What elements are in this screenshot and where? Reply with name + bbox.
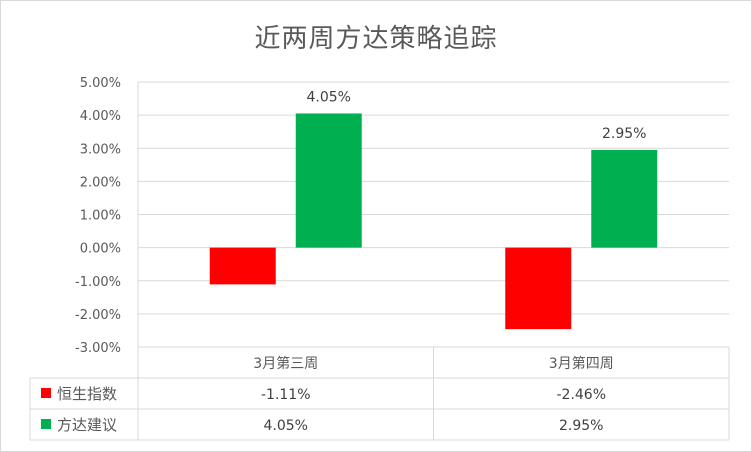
y-tick-label: 0.00% [80, 242, 121, 257]
chart-title: 近两周方达策略追踪 [254, 24, 498, 54]
table-value: 2.95% [559, 418, 603, 434]
y-tick-label: 5.00% [80, 76, 121, 91]
y-tick-label: -1.00% [75, 275, 121, 290]
table-value: -2.46% [556, 387, 606, 403]
x-tick-label: 3月第四周 [549, 355, 614, 372]
data-label: 4.05% [307, 89, 351, 105]
legend-label: 方达建议 [57, 416, 117, 434]
legend-swatch [41, 388, 51, 398]
y-tick-label: 1.00% [80, 209, 121, 224]
y-tick-label: 2.00% [80, 175, 121, 190]
bar [505, 247, 572, 330]
y-tick-label: -3.00% [75, 341, 121, 356]
table-value: -1.11% [261, 387, 311, 403]
y-tick-label: 3.00% [80, 142, 121, 157]
legend-label: 恒生指数 [57, 385, 117, 403]
table-value: 4.05% [264, 418, 308, 434]
bar [591, 149, 658, 248]
bar [209, 247, 276, 285]
y-tick-label: 4.00% [80, 109, 121, 124]
legend-swatch [41, 419, 51, 429]
x-tick-label: 3月第三周 [253, 355, 318, 372]
bar [295, 113, 362, 248]
data-label: 2.95% [602, 126, 646, 142]
y-tick-label: -2.00% [75, 308, 121, 323]
